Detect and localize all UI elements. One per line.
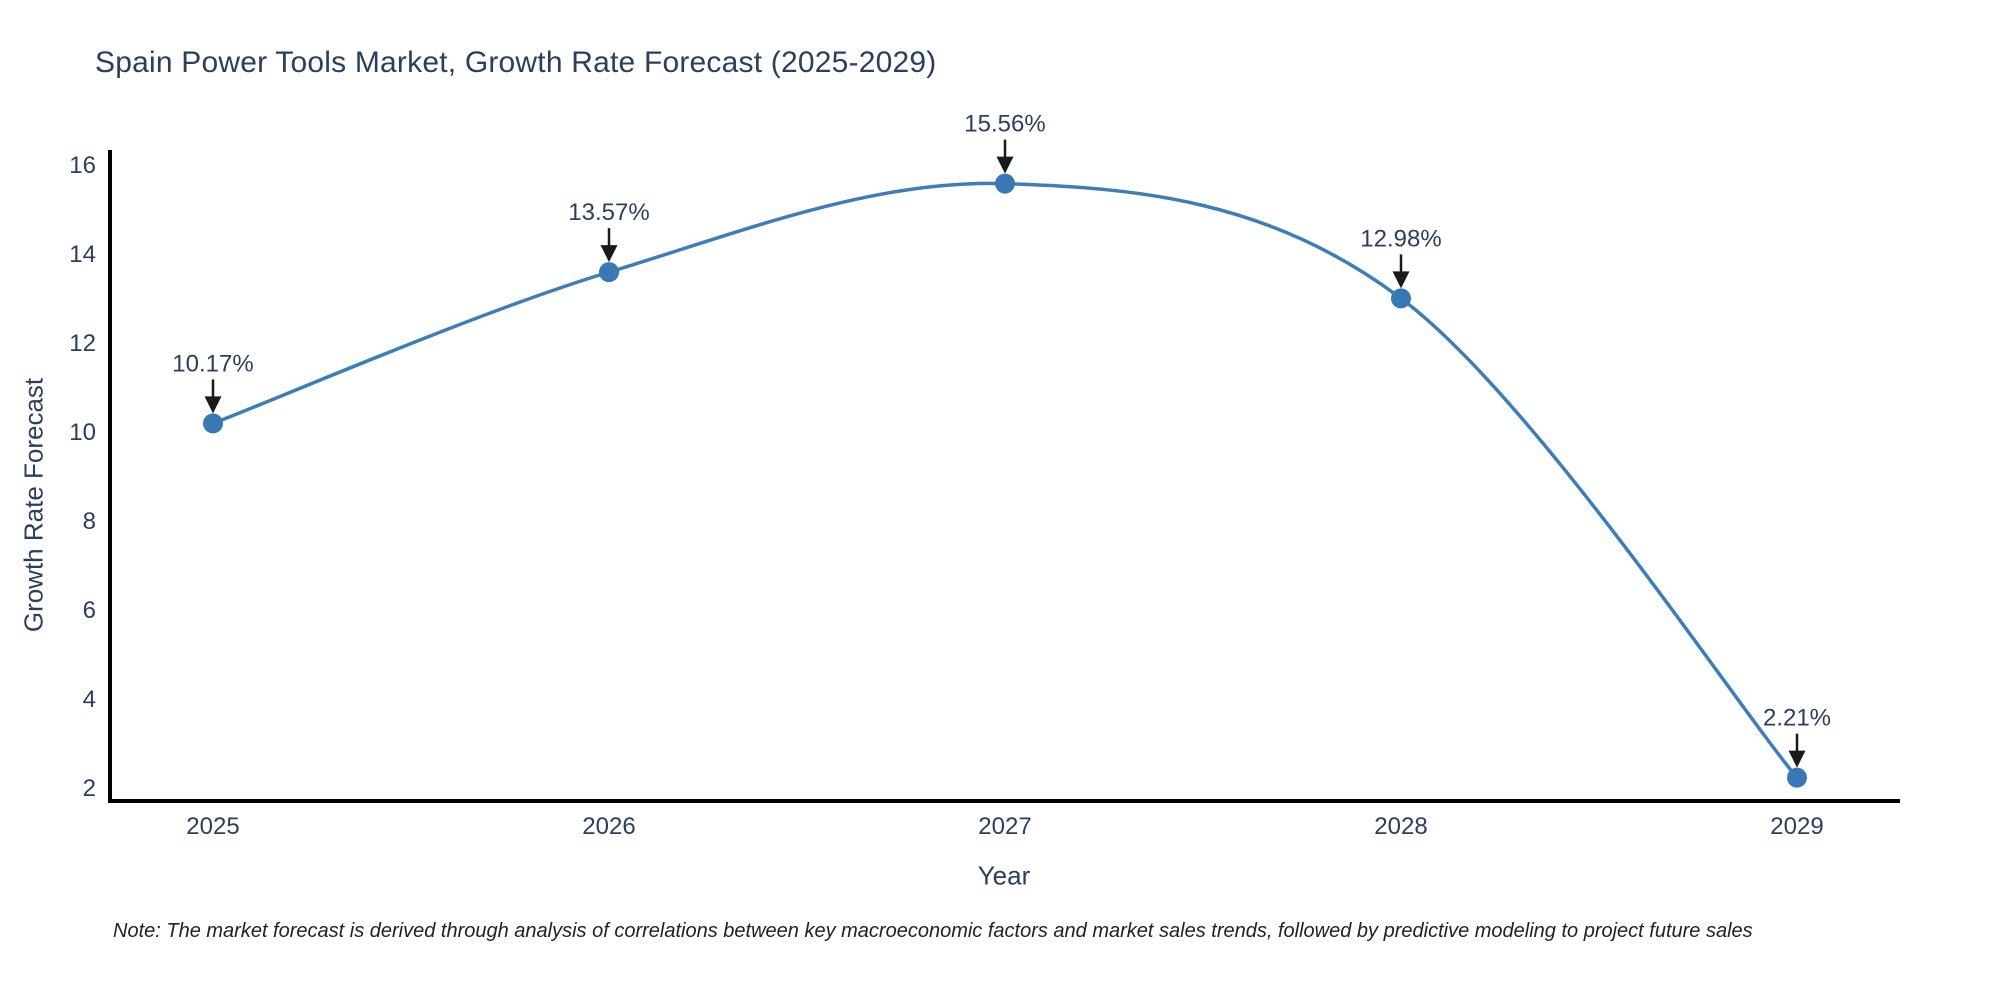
data-point-label: 15.56% [964, 111, 1045, 138]
annotation-arrow-head [1788, 750, 1806, 768]
data-point-marker [995, 173, 1015, 194]
data-point-marker [599, 262, 619, 283]
x-axis-title: Year [977, 860, 1031, 891]
y-tick-label: 8 [83, 508, 96, 535]
x-tick-label: 2025 [186, 813, 239, 840]
annotation-arrow-head [204, 396, 222, 414]
y-tick-label: 16 [69, 152, 96, 179]
y-tick-label: 4 [83, 686, 96, 713]
x-tick-label: 2028 [1374, 813, 1427, 840]
x-tick-label: 2029 [1770, 813, 1823, 840]
annotation-arrow-head [600, 245, 618, 263]
data-point-label: 12.98% [1360, 225, 1441, 252]
footnote: Note: The market forecast is derived thr… [113, 920, 1753, 942]
forecast-line [211, 181, 1799, 780]
data-point-label: 13.57% [568, 199, 649, 226]
y-tick-label: 10 [69, 419, 96, 446]
data-point-marker [203, 413, 223, 434]
chart-title: Spain Power Tools Market, Growth Rate Fo… [95, 46, 937, 79]
data-point-marker [1787, 767, 1807, 788]
x-tick-label: 2026 [582, 813, 635, 840]
data-point-label: 10.17% [172, 350, 253, 377]
y-tick-label: 12 [69, 330, 96, 357]
data-point-marker [1391, 288, 1411, 309]
annotation-arrow-head [1392, 271, 1410, 289]
annotation-arrow-head [996, 156, 1014, 174]
y-tick-label: 14 [69, 241, 96, 268]
y-tick-label: 2 [83, 775, 96, 802]
y-tick-label: 6 [83, 597, 96, 624]
data-point-label: 2.21% [1763, 705, 1831, 732]
x-tick-label: 2027 [978, 813, 1031, 840]
